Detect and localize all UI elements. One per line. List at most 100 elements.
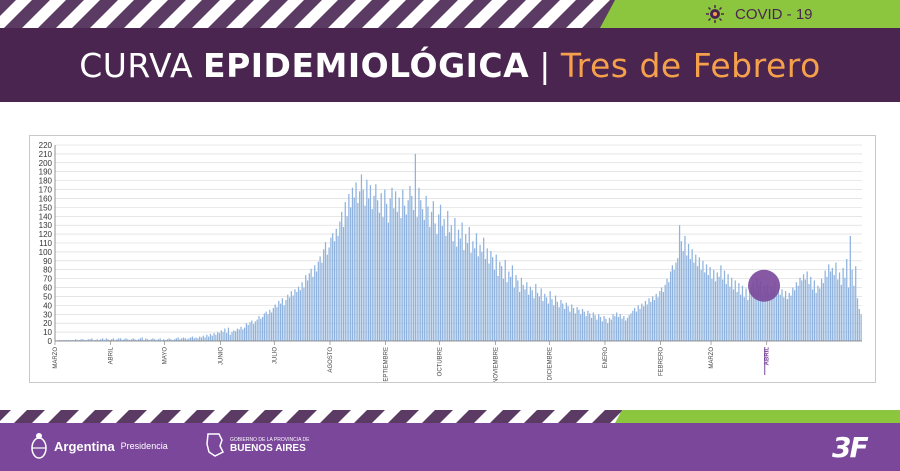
epidemic-curve-chart: 0102030405060708090100110120130140150160… bbox=[39, 141, 862, 382]
bar bbox=[200, 337, 203, 341]
bar bbox=[159, 338, 161, 341]
bar bbox=[763, 285, 765, 341]
bar bbox=[414, 153, 416, 341]
bar bbox=[157, 339, 159, 341]
bar bbox=[179, 339, 181, 341]
bar bbox=[680, 241, 682, 341]
bar bbox=[592, 312, 594, 341]
bar bbox=[784, 291, 787, 341]
bar bbox=[75, 339, 77, 341]
bar bbox=[403, 205, 406, 341]
bar bbox=[698, 257, 700, 341]
stripe bbox=[286, 410, 317, 423]
bar bbox=[317, 261, 319, 341]
y-tick-label: 100 bbox=[39, 248, 53, 257]
bar bbox=[211, 335, 213, 341]
bar bbox=[646, 304, 648, 341]
bar bbox=[750, 287, 753, 341]
bar bbox=[457, 229, 460, 341]
bar bbox=[251, 320, 253, 341]
x-tick-label: DICIEMBRE bbox=[547, 347, 553, 380]
bar-series bbox=[57, 153, 862, 341]
bar bbox=[847, 287, 850, 341]
page-title: CURVA EPIDEMIOLÓGICA | Tres de Febrero bbox=[0, 28, 900, 102]
bar bbox=[788, 292, 790, 341]
bar bbox=[278, 300, 280, 341]
bar bbox=[497, 275, 499, 341]
bar bbox=[141, 337, 143, 341]
stripe bbox=[446, 0, 492, 28]
bar bbox=[795, 282, 798, 341]
bar bbox=[842, 267, 844, 341]
bar bbox=[161, 340, 163, 341]
bar bbox=[193, 338, 195, 341]
y-tick-label: 90 bbox=[43, 257, 52, 266]
y-tick-label: 0 bbox=[48, 337, 53, 346]
bar bbox=[226, 332, 228, 341]
bar bbox=[84, 340, 86, 341]
bar bbox=[619, 314, 621, 341]
bar bbox=[315, 271, 318, 341]
bar bbox=[470, 252, 472, 341]
bar bbox=[695, 254, 697, 341]
bar bbox=[177, 337, 179, 341]
bar bbox=[529, 286, 532, 341]
bar bbox=[118, 338, 120, 341]
bar bbox=[490, 251, 492, 341]
bar bbox=[572, 308, 575, 341]
bar bbox=[483, 237, 485, 341]
footer-stripes bbox=[0, 410, 900, 423]
bar bbox=[93, 340, 95, 341]
stripe bbox=[252, 410, 283, 423]
bar bbox=[107, 339, 109, 341]
bar bbox=[513, 287, 515, 341]
bar bbox=[236, 328, 239, 341]
bar bbox=[100, 339, 102, 341]
bar bbox=[838, 272, 841, 341]
stripe bbox=[140, 0, 186, 28]
bar bbox=[64, 340, 66, 341]
bar bbox=[71, 340, 73, 341]
bar bbox=[407, 200, 409, 341]
bar bbox=[91, 338, 93, 341]
bar bbox=[337, 235, 339, 341]
footer-purple bbox=[0, 423, 900, 471]
bar bbox=[224, 328, 226, 341]
bar bbox=[382, 217, 384, 341]
gobierno-label: GOBIERNO DE LA PROVINCIA DE bbox=[230, 436, 310, 443]
bar bbox=[373, 195, 375, 341]
argentina-presidencia-logo: Argentina Presidencia bbox=[30, 432, 168, 460]
bar bbox=[389, 198, 391, 341]
bar bbox=[626, 317, 629, 341]
bar bbox=[359, 191, 361, 341]
bar bbox=[770, 286, 772, 341]
bar bbox=[484, 259, 487, 341]
bar bbox=[666, 278, 668, 341]
bar bbox=[520, 277, 523, 341]
bar bbox=[472, 241, 474, 341]
covid-badge-label: COVID - 19 bbox=[735, 5, 813, 23]
bar bbox=[853, 285, 855, 341]
bar bbox=[815, 292, 817, 341]
bar bbox=[94, 340, 97, 341]
bar bbox=[391, 187, 393, 341]
bar bbox=[412, 210, 415, 341]
bar bbox=[326, 254, 328, 341]
bar bbox=[85, 340, 88, 341]
bar bbox=[774, 282, 776, 341]
bar bbox=[127, 339, 129, 341]
bar bbox=[448, 232, 451, 341]
bar bbox=[57, 340, 59, 341]
coat-of-arms-icon bbox=[31, 433, 47, 459]
bar bbox=[531, 290, 533, 341]
bar bbox=[486, 248, 488, 341]
bar bbox=[288, 297, 291, 341]
bar bbox=[235, 331, 237, 341]
bar bbox=[711, 278, 713, 341]
bar bbox=[675, 262, 677, 341]
y-tick-label: 190 bbox=[39, 168, 53, 177]
buenos-aires-logo: GOBIERNO DE LA PROVINCIA DE BUENOS AIRES bbox=[205, 432, 309, 458]
bar bbox=[799, 277, 801, 341]
bar bbox=[758, 284, 760, 341]
chart-container: 0 10 20 30 40 50 60 70 80 90 100 110 120 130 140 150 160… bbox=[29, 135, 876, 383]
